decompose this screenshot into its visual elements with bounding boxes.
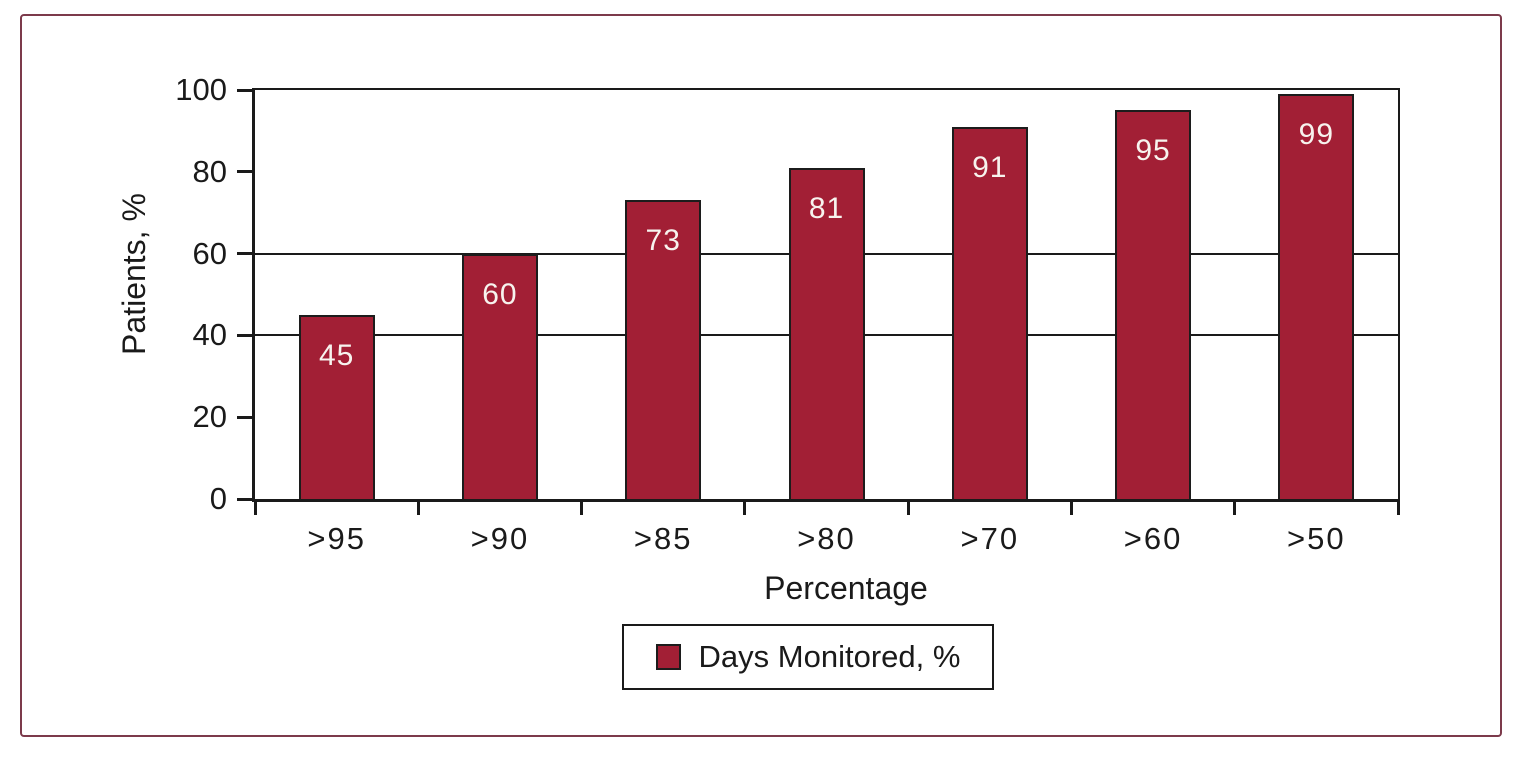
legend: Days Monitored, % [622,624,994,690]
y-tick-label-60: 60 [192,235,227,271]
y-tick-label-20: 20 [192,399,227,435]
y-tick-mark-40 [237,333,252,337]
figure-frame: Patients, % 45 60 73 81 91 95 99 0 20 40 60 80 100 … [20,14,1502,737]
x-category-label-gt60: >60 [1123,521,1183,556]
y-tick-mark-20 [237,415,252,419]
x-category-label-gt85: >85 [633,521,693,556]
x-tick-mark-5 [1069,502,1073,515]
bar-gt90: 60 [461,253,538,499]
x-category-label-gt95: >95 [307,521,366,556]
bar-value-label: 99 [1298,118,1335,152]
bar-gt70: 91 [951,126,1028,499]
bar-gt80: 81 [788,167,865,499]
y-tick-label-40: 40 [192,317,227,353]
bar-value-label: 60 [482,277,518,311]
bar-value-label: 81 [808,191,845,225]
x-category-label-gt70: >70 [960,521,1020,556]
x-tick-mark-6 [1233,502,1237,515]
y-tick-label-80: 80 [192,153,227,189]
x-tick-mark-0 [253,502,257,515]
bar-value-label: 91 [972,150,1008,184]
x-category-label-gt80: >80 [797,521,856,556]
x-axis-labels: >95 >90 >85 >80 >70 >60 >50 [252,521,1400,561]
y-tick-label-0: 0 [209,481,227,516]
x-category-label-gt90: >90 [470,521,530,556]
y-tick-mark-100 [237,88,252,92]
y-tick-mark-0 [237,497,252,501]
x-category-label-gt50: >50 [1287,521,1346,556]
x-tick-mark-7 [1396,502,1400,515]
y-tick-mark-60 [237,252,252,256]
bar-value-label: 45 [318,338,355,372]
x-tick-mark-2 [580,502,584,515]
legend-swatch-icon [655,644,681,670]
bar-value-label: 95 [1135,134,1171,168]
y-tick-label-100: 100 [175,72,227,107]
y-tick-mark-80 [237,170,252,174]
bar-gt60: 95 [1115,110,1192,499]
x-tick-mark-4 [906,502,910,515]
bar-gt85: 73 [625,200,702,499]
x-tick-mark-3 [743,502,747,515]
y-axis: 0 20 40 60 80 100 [22,73,252,516]
bar-value-label: 73 [645,224,681,258]
x-tick-mark-1 [416,502,420,515]
legend-label: Days Monitored, % [698,639,961,674]
bar-gt95: 45 [298,314,375,499]
x-axis-ticks [252,502,1400,516]
plot-area: 45 60 73 81 91 95 99 [252,88,1400,502]
bar-gt50: 99 [1278,94,1355,499]
x-axis-title: Percentage [764,570,928,606]
